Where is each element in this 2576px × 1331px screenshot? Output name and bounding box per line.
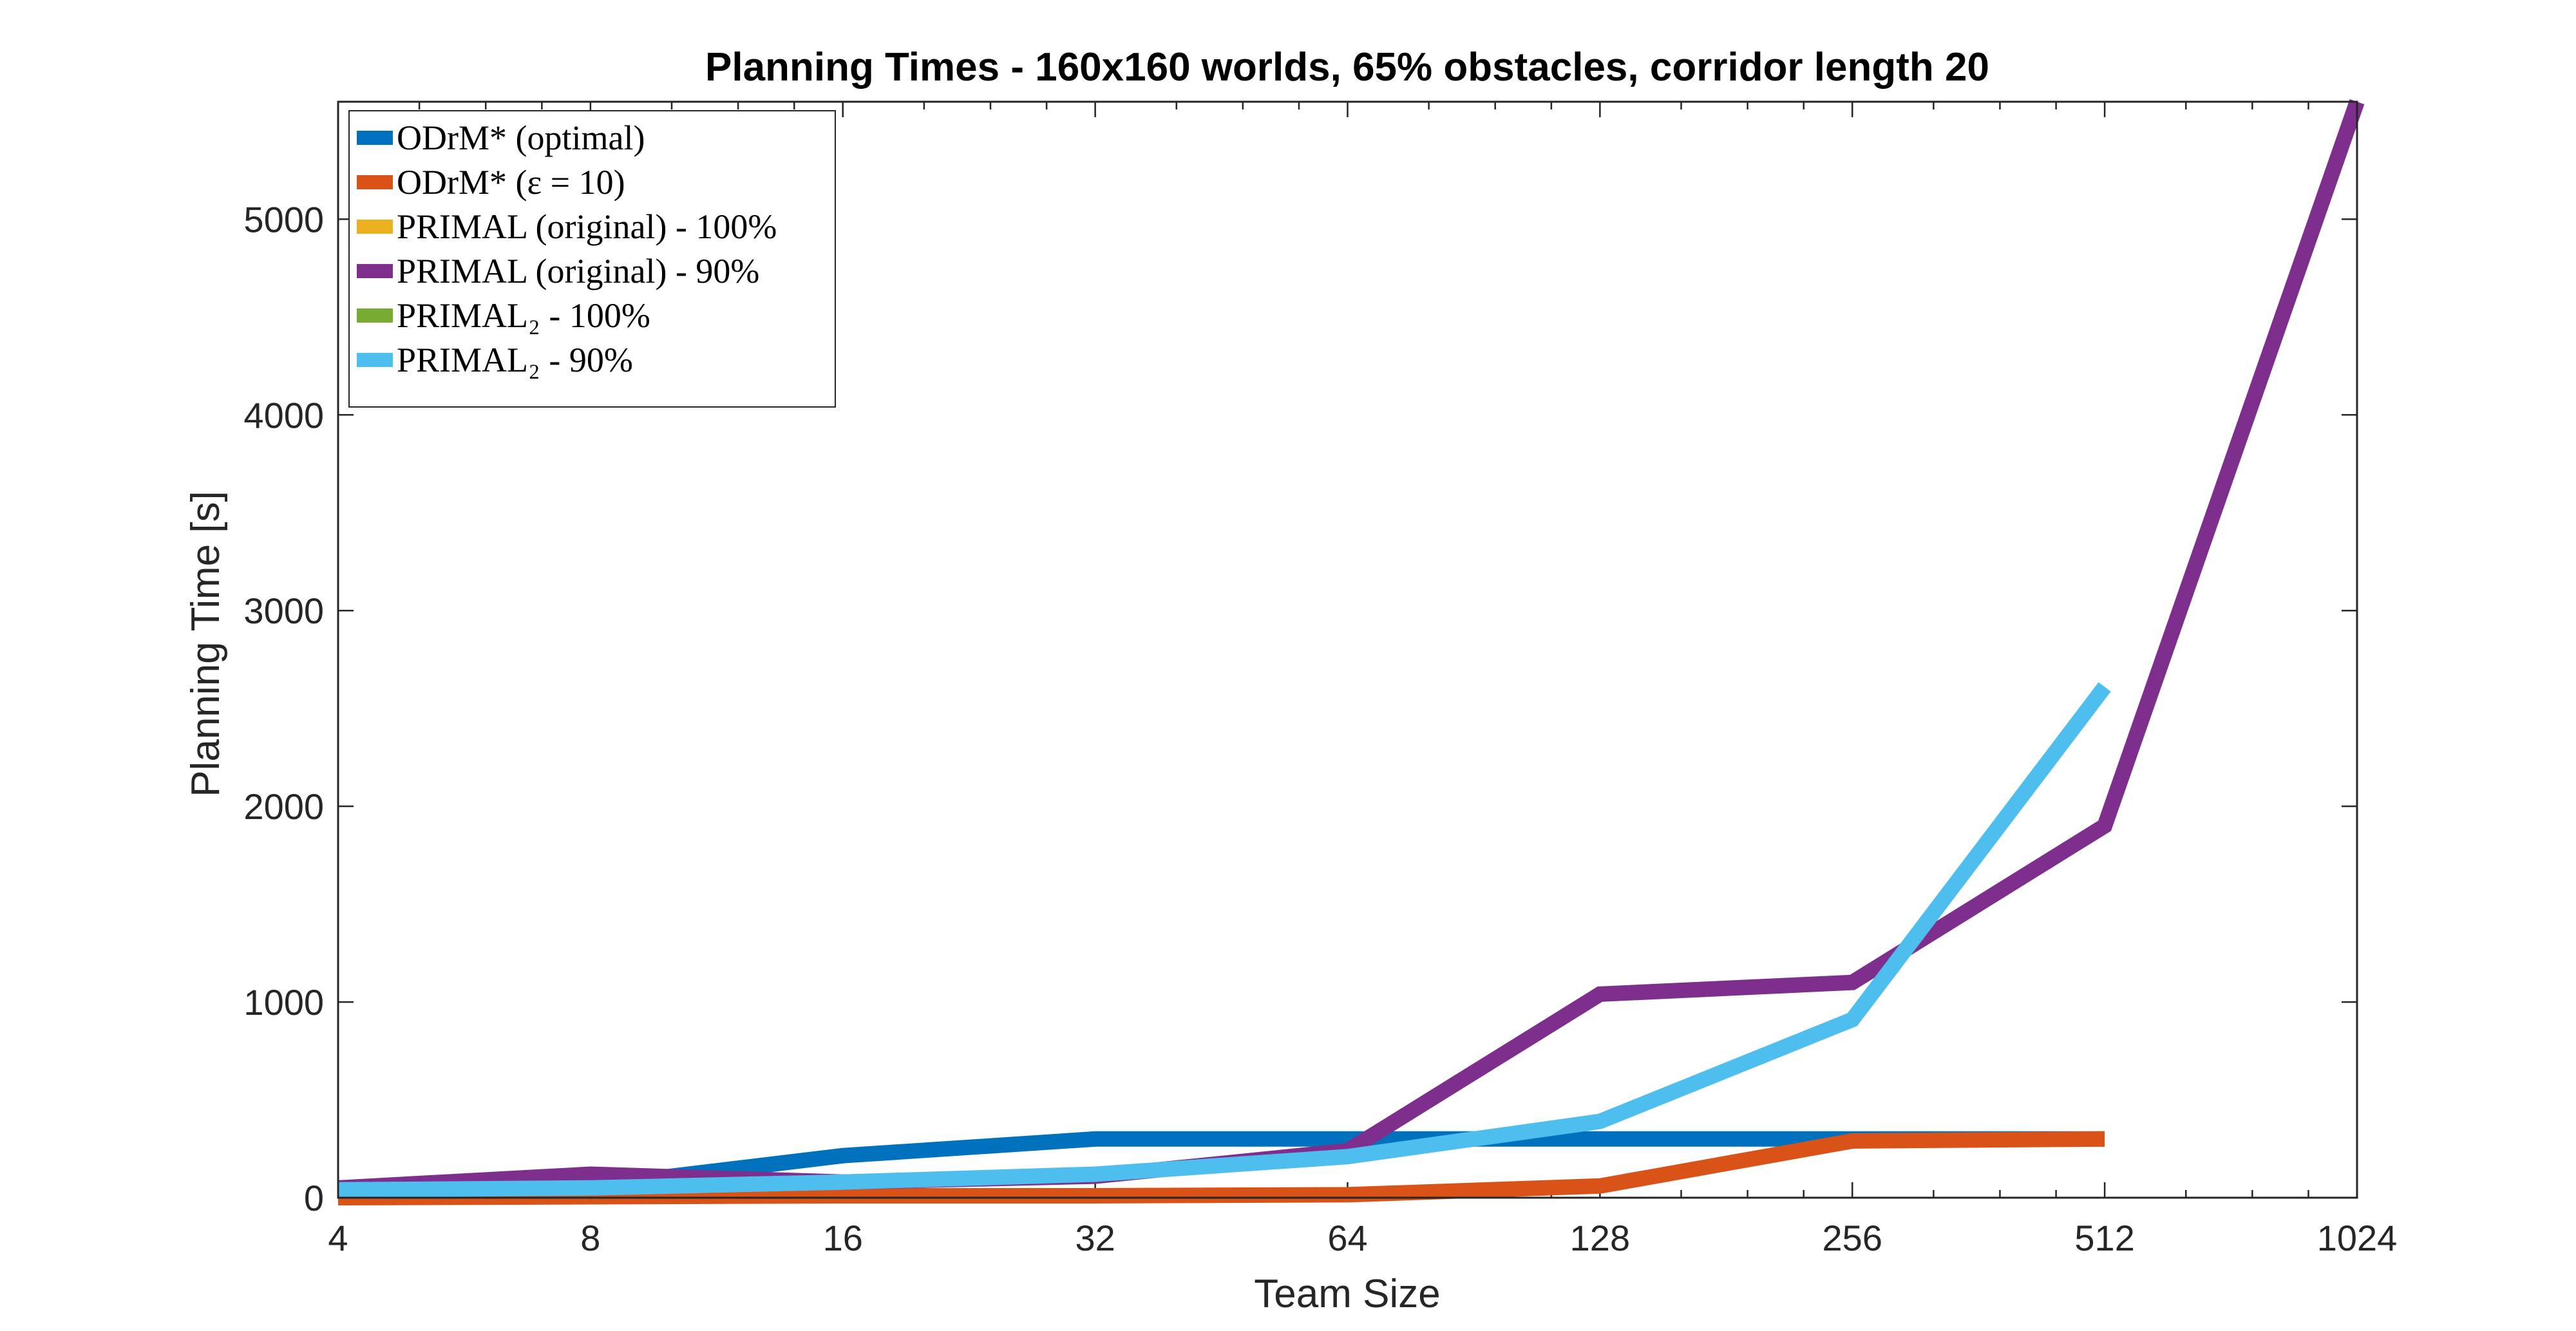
y-tick-label: 2000 bbox=[243, 786, 324, 827]
legend-label-4: PRIMAL (original) - 90% bbox=[397, 252, 759, 290]
x-tick-label: 8 bbox=[580, 1218, 600, 1258]
legend-label-2: ODrM* (ε = 10) bbox=[397, 163, 625, 202]
legend-label-1: ODrM* (optimal) bbox=[397, 118, 645, 157]
y-tick-label: 3000 bbox=[243, 590, 324, 631]
y-tick-label: 0 bbox=[304, 1178, 324, 1218]
x-tick-label: 4 bbox=[328, 1218, 348, 1258]
chart-title: Planning Times - 160x160 worlds, 65% obs… bbox=[705, 45, 1989, 90]
y-tick-label: 1000 bbox=[243, 982, 324, 1023]
x-tick-label: 1024 bbox=[2317, 1218, 2398, 1258]
x-tick-label: 256 bbox=[1823, 1218, 1882, 1258]
series-line-2 bbox=[337, 1131, 2105, 1205]
legend-label-6: PRIMAL₂ - 90% bbox=[397, 341, 633, 379]
x-tick-label: 512 bbox=[2074, 1218, 2134, 1258]
y-tick-label: 5000 bbox=[243, 199, 324, 240]
legend: ODrM* (optimal) ODrM* (ε = 10) PRIMAL (ori… bbox=[348, 110, 836, 408]
series-line-6 bbox=[337, 682, 2111, 1198]
plot-series bbox=[337, 99, 2365, 1205]
x-tick-label: 32 bbox=[1075, 1218, 1115, 1258]
legend-box bbox=[348, 110, 836, 408]
x-axis-label: Team Size bbox=[1254, 1272, 1440, 1316]
x-tick-label: 16 bbox=[823, 1218, 863, 1258]
x-tick-label: 128 bbox=[1570, 1218, 1630, 1258]
legend-label-5: PRIMAL₂ - 100% bbox=[397, 296, 650, 335]
y-axis-label: Planning Time [s] bbox=[184, 491, 228, 797]
axes-box bbox=[337, 100, 2358, 1199]
legend-label-3: PRIMAL (original) - 100% bbox=[397, 207, 777, 246]
x-tick-label: 64 bbox=[1327, 1218, 1367, 1258]
y-tick-label: 4000 bbox=[243, 395, 324, 435]
